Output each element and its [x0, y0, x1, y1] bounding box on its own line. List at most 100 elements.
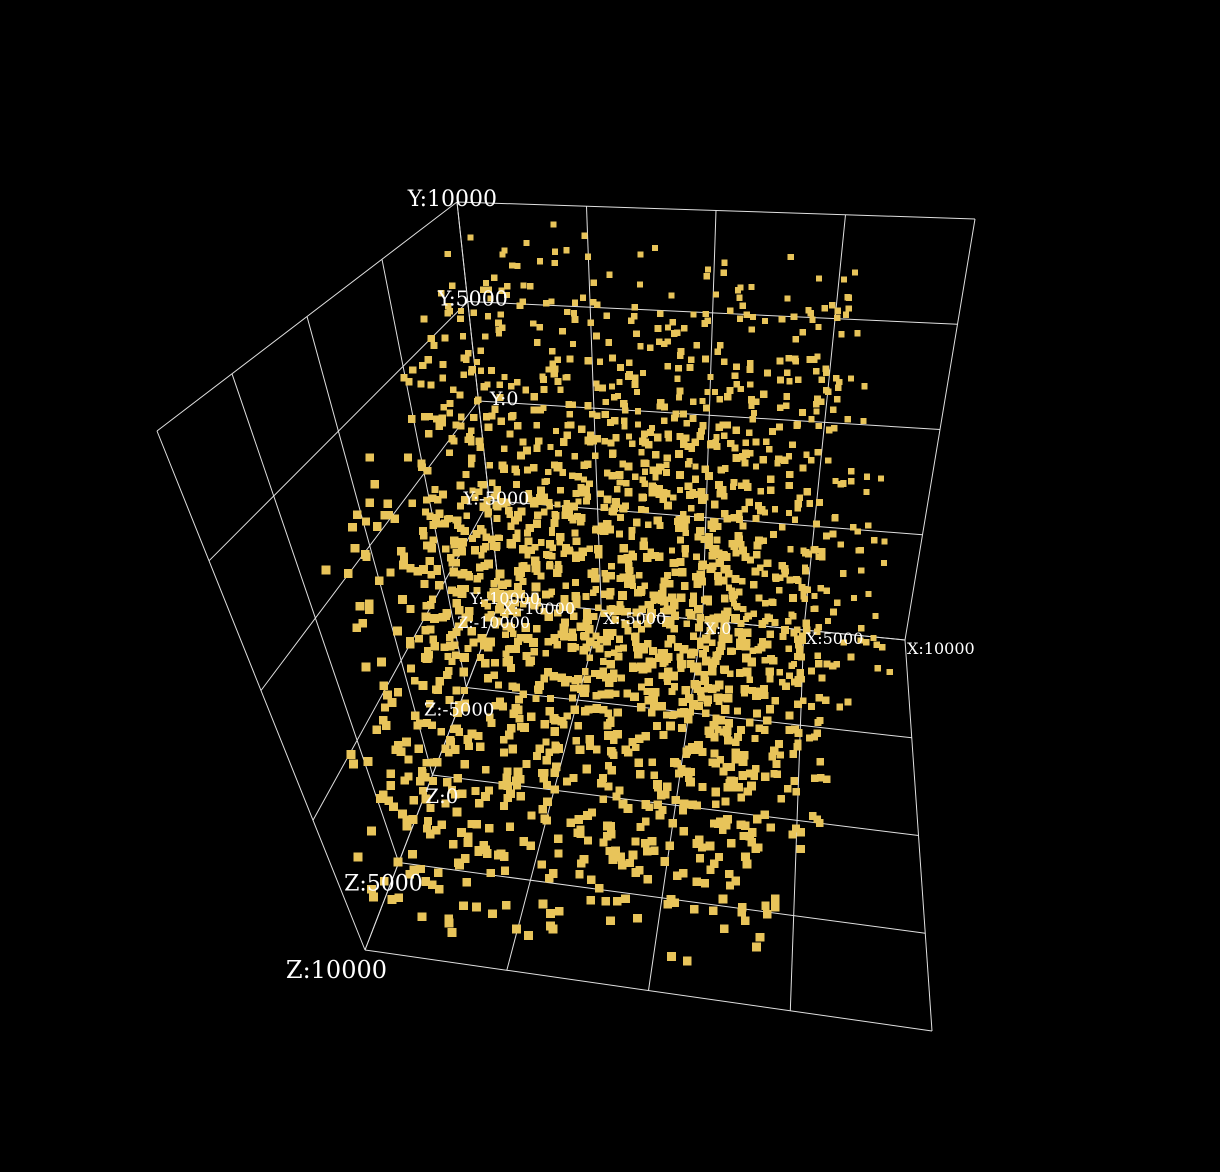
scatter-point — [512, 683, 520, 692]
scatter-point — [431, 825, 441, 835]
scatter-point — [659, 730, 668, 739]
scatter-point — [502, 657, 512, 667]
scatter-point — [751, 844, 761, 853]
scatter-point — [740, 821, 750, 831]
scatter-point — [720, 269, 727, 276]
scatter-point — [519, 577, 527, 585]
scatter-point — [477, 633, 487, 643]
scatter-point — [486, 868, 496, 878]
scatter-point — [595, 604, 602, 611]
scatter-point — [731, 444, 739, 452]
scatter-point — [439, 490, 448, 499]
scatter-point — [448, 839, 458, 849]
scatter-point — [707, 684, 717, 693]
scatter-point — [469, 638, 478, 647]
scatter-point — [664, 653, 673, 662]
scatter-point — [427, 543, 437, 553]
scatter-point — [548, 298, 555, 305]
scatter-point — [803, 488, 811, 496]
scatter-point — [506, 789, 515, 799]
scatter-point — [508, 589, 516, 598]
scatter-point — [434, 495, 442, 504]
scatter-point — [845, 294, 852, 301]
scatter-point — [445, 514, 453, 523]
scatter-point — [689, 415, 697, 422]
scatter-point — [365, 453, 374, 462]
scatter-point — [491, 702, 500, 710]
scatter-point — [790, 629, 798, 637]
scatter-point — [794, 700, 802, 708]
scatter-point — [541, 478, 549, 486]
scatter-point — [492, 617, 501, 626]
scatter-point — [460, 854, 470, 863]
scatter-point — [635, 734, 644, 743]
scatter-point — [881, 538, 888, 545]
scatter-point — [771, 618, 779, 626]
scatter-point — [590, 613, 598, 621]
scatter-point — [829, 301, 836, 309]
scatter-point — [713, 572, 722, 581]
scatter-point — [800, 697, 807, 704]
scatter-point — [538, 899, 548, 909]
scatter-point — [663, 606, 672, 615]
scatter-point — [547, 443, 554, 450]
scatter-point — [864, 473, 871, 480]
scatter-point — [718, 466, 725, 474]
scatter-point — [650, 687, 660, 697]
scatter-point — [428, 776, 438, 785]
scatter-point — [708, 552, 716, 560]
scatter-point — [783, 784, 792, 793]
scatter-point — [499, 324, 506, 331]
scatter-point — [482, 543, 490, 551]
scatter-point — [545, 707, 554, 716]
scatter-point — [446, 641, 455, 651]
scatter-point — [561, 618, 569, 627]
scatter-point — [575, 498, 582, 505]
scatter-point — [767, 655, 775, 663]
scatter-point — [751, 734, 759, 743]
scatter-point — [674, 523, 683, 532]
scatter-point — [514, 263, 521, 270]
scatter-point — [616, 378, 623, 386]
scatter-point — [802, 619, 811, 627]
scatter-point — [617, 674, 625, 682]
scatter-point — [404, 772, 413, 781]
scatter-point — [845, 305, 852, 312]
scatter-point — [581, 631, 590, 641]
scatter-point — [697, 694, 705, 702]
scatter-point — [571, 452, 579, 460]
scatter-point — [798, 653, 805, 661]
scatter-point — [675, 516, 684, 524]
scatter-point — [459, 333, 467, 340]
scatter-point — [656, 790, 666, 800]
scatter-point — [446, 736, 455, 745]
scatter-point — [691, 475, 700, 483]
scatter-point — [815, 422, 822, 430]
scatter-point — [593, 380, 600, 387]
scatter-point — [665, 434, 672, 442]
scatter-point — [440, 403, 448, 411]
scatter-point — [468, 366, 476, 374]
scatter-point — [742, 859, 752, 869]
scatter-point — [703, 404, 710, 412]
scatter-point — [390, 514, 400, 523]
scatter-point — [870, 634, 877, 641]
scatter-point — [588, 808, 597, 817]
scatter-point — [499, 735, 508, 744]
scatter-point — [751, 409, 758, 416]
axis-tick-labels: X:-10000X:-5000X:0X:5000X:10000Y:-10000Y… — [286, 187, 975, 984]
scatter-point — [742, 450, 750, 458]
scatter-point — [785, 618, 792, 625]
scatter-point — [397, 547, 406, 556]
scatter-point — [802, 549, 810, 557]
scatter-point — [815, 553, 823, 560]
scatter-point — [840, 639, 847, 646]
scatter-point — [767, 486, 775, 494]
scatter-point — [627, 574, 636, 584]
scatter-point — [850, 523, 857, 531]
scatter-point — [815, 498, 823, 506]
scatter-point — [446, 409, 454, 417]
scatter-point — [632, 638, 640, 646]
scatter-point — [713, 536, 721, 544]
scatter-point — [413, 566, 423, 576]
